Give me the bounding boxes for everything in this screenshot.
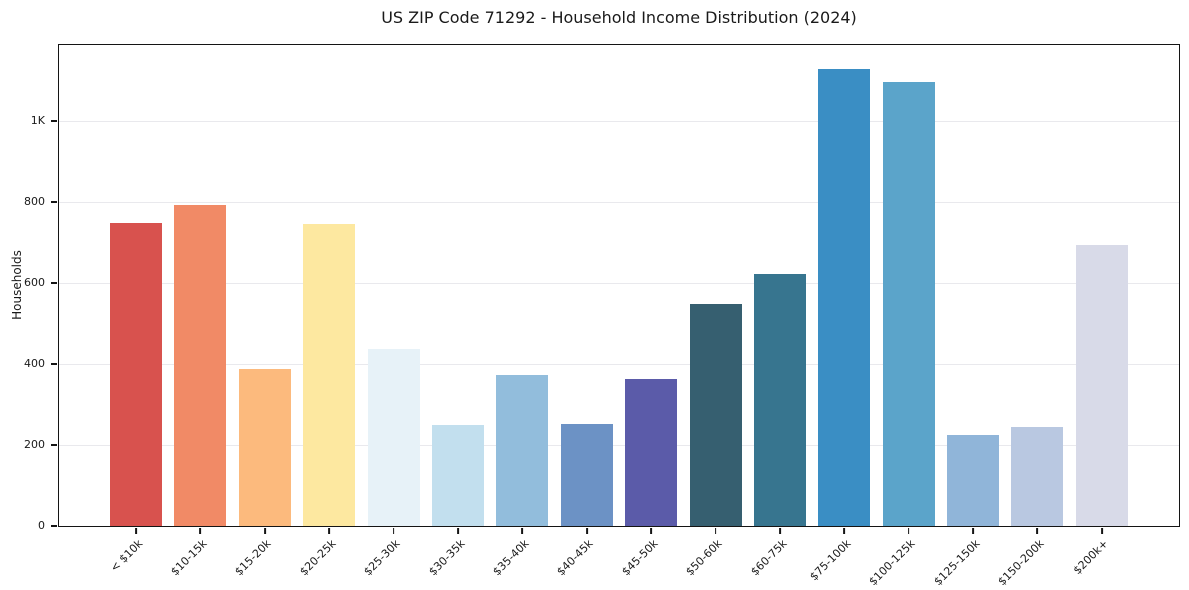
bar-slot: $45-50k (619, 45, 678, 578)
bar--10k (110, 223, 162, 526)
x-tick-label: $60-75k (747, 537, 790, 579)
grid-layer (59, 45, 1179, 526)
bar--35-40k (496, 374, 549, 526)
bar--10-15k (174, 204, 227, 526)
bar--60-75k (753, 274, 806, 526)
x-tick-label: $75-100k (807, 537, 854, 584)
y-tick-label: 0 (38, 519, 45, 532)
x-tick-label: $45-50k (619, 537, 661, 579)
x-tick-mark (199, 527, 202, 534)
x-tick-mark (779, 527, 781, 534)
x-tick-label: $125-150k (931, 537, 983, 589)
bar-slot: $15-20k (233, 45, 291, 578)
bar--45-50k (625, 378, 678, 526)
bar-slot: $100-125k (867, 45, 935, 588)
x-tick-mark (328, 527, 331, 534)
bar-slot: $20-25k (297, 45, 356, 578)
x-tick-label: $10-15k (168, 537, 210, 579)
x-tick-label: < $10k (107, 537, 146, 575)
bar--150-200k (1011, 427, 1064, 526)
x-tick-mark (263, 527, 266, 534)
x-tick-label: $40-45k (554, 537, 596, 579)
x-tick-label: $30-35k (425, 537, 468, 579)
x-tick-mark (585, 527, 588, 534)
x-tick-mark (135, 527, 137, 534)
x-tick-mark (843, 527, 846, 534)
y-tick-mark (51, 282, 57, 284)
y-axis: 0 200 400 600 800 1K (24, 45, 1179, 532)
x-tick-mark (457, 527, 459, 534)
gridline (59, 201, 1179, 203)
x-tick-mark (650, 527, 653, 534)
x-tick-mark (521, 527, 524, 534)
chart-title: US ZIP Code 71292 - Household Income Dis… (381, 8, 857, 27)
bar-slot: $40-45k (555, 45, 613, 578)
x-tick-label: $200k+ (1071, 537, 1112, 578)
bar--15-20k (238, 368, 291, 526)
bar-slot: $35-40k (490, 45, 549, 578)
bar--100-125k (882, 82, 935, 526)
gridline (59, 363, 1179, 365)
x-tick-mark (907, 527, 910, 534)
y-tick-label: 200 (24, 438, 45, 452)
bar--75-100k (818, 69, 871, 526)
bar-slot: < $10k (108, 45, 162, 575)
y-tick-label: 600 (24, 276, 45, 290)
gridline (59, 282, 1179, 284)
bar-slot: $10-15k (168, 45, 227, 578)
bar-slot: $200k+ (1071, 45, 1128, 577)
bar--125-150k (947, 435, 1000, 526)
x-tick-label: $15-20k (232, 537, 274, 579)
bar-slot: $125-150k (931, 45, 1000, 588)
x-tick-label: $100-125k (866, 537, 918, 589)
bar--200k+ (1075, 244, 1128, 526)
bar--30-35k (431, 424, 484, 526)
x-tick-label: $150-200k (995, 537, 1047, 589)
y-tick-label: 800 (24, 195, 45, 209)
y-tick-mark (51, 525, 57, 527)
x-tick-label: $35-40k (490, 537, 532, 579)
y-tick-mark (51, 120, 57, 123)
x-tick-label: $20-25k (297, 537, 339, 579)
bar--40-45k (560, 423, 613, 526)
y-tick-mark (51, 201, 57, 203)
bar-slot: $150-200k (996, 45, 1064, 588)
bar-slot: $25-30k (361, 45, 420, 578)
gridline (59, 444, 1179, 446)
bar-slot: $75-100k (807, 45, 871, 583)
x-tick-mark (714, 527, 717, 534)
bar--50-60k (689, 303, 742, 526)
bar-slot: $30-35k (426, 45, 484, 578)
x-tick-mark (972, 527, 974, 534)
y-tick-mark (51, 444, 57, 446)
x-tick-mark (1036, 527, 1039, 534)
bar-slot: $60-75k (748, 45, 806, 578)
bars-row: < $10k $10-15k $15-20k $20-25k $25-30k $30-35… (59, 45, 1179, 588)
gridline (59, 120, 1179, 122)
y-tick-label: 1K (30, 114, 45, 128)
y-tick-mark (51, 363, 57, 365)
x-tick-mark (392, 527, 395, 534)
x-tick-mark (1100, 527, 1103, 534)
bar--25-30k (367, 348, 420, 526)
bar--20-25k (303, 224, 356, 526)
bar-slot: $50-60k (683, 45, 742, 578)
plot-area: 0 200 400 600 800 1K < $10k $10-15k $15-20k $20-… (24, 44, 1180, 588)
x-tick-label: $50-60k (683, 537, 725, 579)
y-tick-label: 400 (24, 357, 45, 371)
x-tick-label: $25-30k (361, 537, 403, 579)
